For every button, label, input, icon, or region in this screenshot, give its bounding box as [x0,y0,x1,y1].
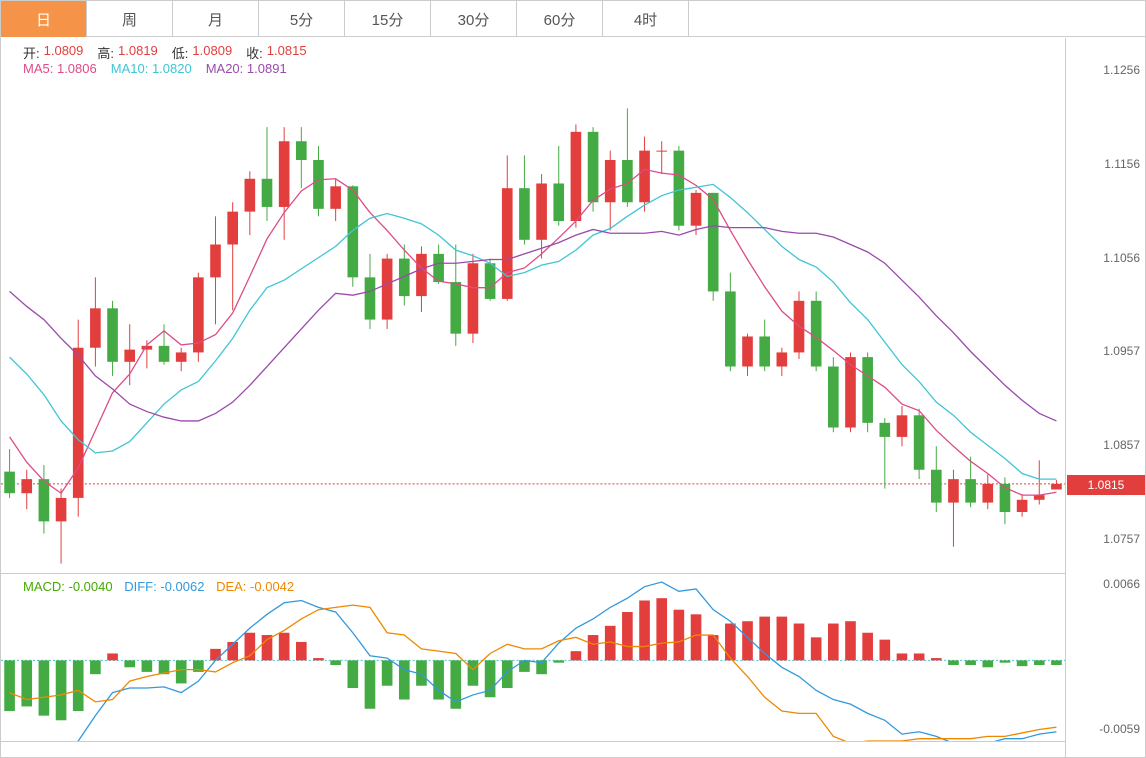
price-tick: 1.1156 [1104,157,1140,171]
macd-value: -0.0040 [69,579,113,594]
macd-axis: 0.0066 -0.0059 [1067,574,1146,742]
price-tick: 1.0957 [1103,344,1140,358]
low-value: 1.0809 [192,43,232,62]
price-tick: 1.0857 [1103,438,1140,452]
current-price-value: 1.0815 [1088,478,1125,492]
tab-5分[interactable]: 5分 [259,1,345,37]
ma10-value: 1.0820 [152,61,192,76]
candlestick-chart[interactable] [1,38,1066,574]
open-label: 开: [23,43,40,62]
ma20-value: 1.0891 [247,61,287,76]
tab-30分[interactable]: 30分 [431,1,517,37]
price-tick: 1.0757 [1103,532,1140,546]
current-price-marker: 1.0815 [1067,475,1145,495]
high-value: 1.0819 [118,43,158,62]
chart-container: 日周月5分15分30分60分4时 开: 1.0809 高: 1.0819 低: … [0,0,1146,758]
high-label: 高: [97,43,114,62]
ma-display: MA5: 1.0806 MA10: 1.0820 MA20: 1.0891 [23,61,297,76]
close-label: 收: [246,43,263,62]
macd-label: MACD: [23,579,65,594]
low-label: 低: [172,43,189,62]
tab-60分[interactable]: 60分 [517,1,603,37]
diff-value-display: DIFF: -0.0062 [124,579,208,594]
ohlc-display: 开: 1.0809 高: 1.0819 低: 1.0809 收: 1.0815 [23,43,317,62]
timeframe-tabs: 日周月5分15分30分60分4时 [1,1,1145,37]
price-tick: 1.1056 [1103,251,1140,265]
macd-tick: -0.0059 [1099,722,1140,736]
price-tick: 1.1256 [1103,63,1140,77]
macd-chart[interactable] [1,574,1066,742]
bottom-strip [1,742,1066,758]
tab-周[interactable]: 周 [87,1,173,37]
ma10-label: MA10: [111,61,149,76]
open-value: 1.0809 [44,43,84,62]
ma5-display: MA5: 1.0806 [23,61,97,76]
diff-value: -0.0062 [160,579,204,594]
ma20-display: MA20: 1.0891 [206,61,287,76]
ma5-label: MA5: [23,61,53,76]
macd-value-display: MACD: -0.0040 [23,579,116,594]
ma20-label: MA20: [206,61,244,76]
macd-display: MACD: -0.0040 DIFF: -0.0062 DEA: -0.0042 [23,579,302,594]
tab-日[interactable]: 日 [1,1,87,37]
ma10-display: MA10: 1.0820 [111,61,192,76]
tab-15分[interactable]: 15分 [345,1,431,37]
tab-4时[interactable]: 4时 [603,1,689,37]
dea-label: DEA: [216,579,246,594]
ma5-value: 1.0806 [57,61,97,76]
tab-月[interactable]: 月 [173,1,259,37]
macd-tick: 0.0066 [1103,577,1140,591]
dea-value-display: DEA: -0.0042 [216,579,294,594]
diff-label: DIFF: [124,579,157,594]
close-value: 1.0815 [267,43,307,62]
dea-value: -0.0042 [250,579,294,594]
